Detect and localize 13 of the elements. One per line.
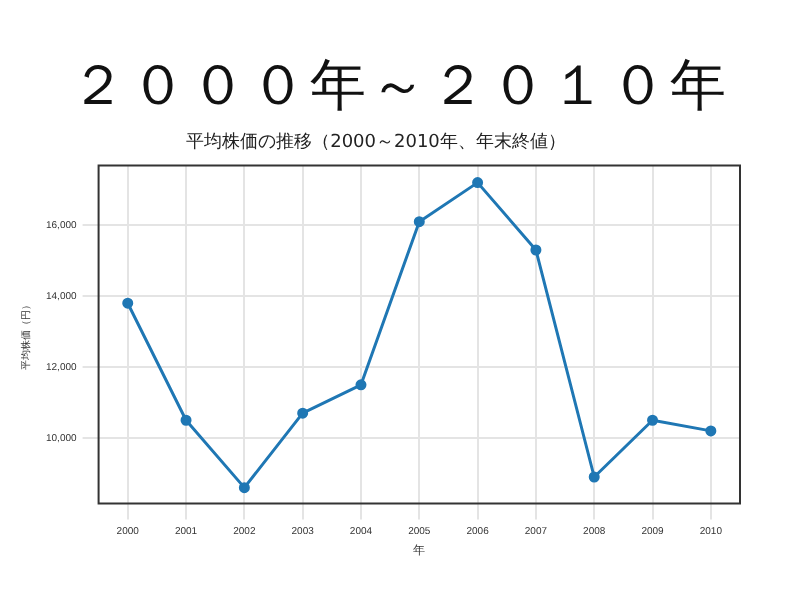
point — [355, 379, 367, 391]
point — [647, 414, 659, 426]
point — [122, 297, 134, 309]
point — [588, 471, 600, 483]
point — [530, 244, 542, 256]
point — [413, 216, 425, 228]
chart-subtitle: 平均株価の推移（2000～2010年、年末終値） — [186, 131, 566, 154]
point — [705, 425, 717, 437]
chart-title: ２０００年～２０１０年 — [68, 50, 732, 122]
point — [297, 407, 309, 419]
point — [472, 177, 484, 189]
point — [180, 414, 192, 426]
point — [238, 482, 250, 494]
